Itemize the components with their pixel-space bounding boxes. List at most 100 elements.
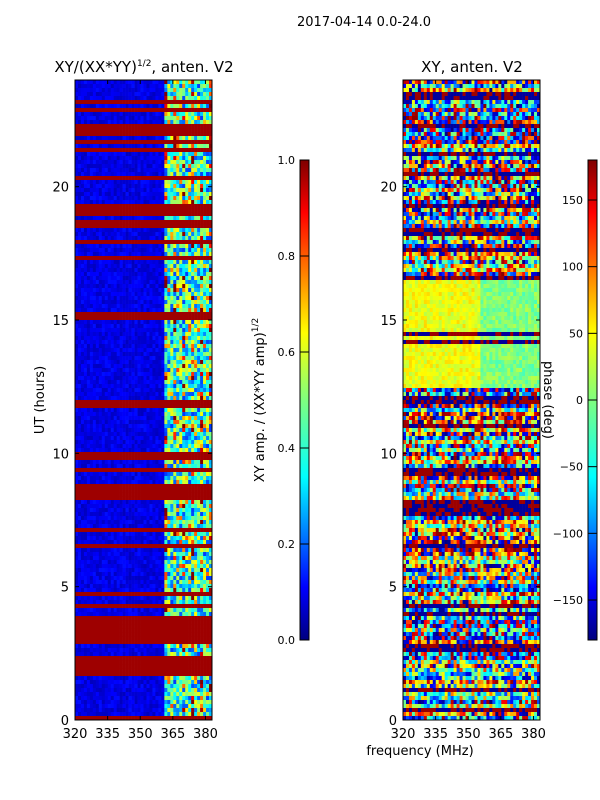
heatmap-cell-amp: [131, 376, 135, 381]
heatmap-cell-amp: [209, 440, 213, 445]
heatmap-cell-amp: [110, 396, 115, 401]
heatmap-cell-amp: [134, 332, 138, 337]
heatmap-cell-amp: [203, 448, 207, 453]
heatmap-cell-amp: [152, 500, 156, 505]
heatmap-cell-amp: [152, 376, 156, 381]
heatmap-cell-amp: [92, 156, 97, 161]
heatmap-cell-amp: [176, 384, 180, 389]
heatmap-cell-amp: [122, 376, 126, 381]
heatmap-cell-amp: [176, 96, 180, 101]
heatmap-cell-amp: [101, 448, 106, 453]
heatmap-cell-amp: [191, 164, 195, 169]
heatmap-cell-amp: [75, 200, 79, 205]
heatmap-cell-amp: [128, 148, 132, 153]
heatmap-cell-amp: [176, 476, 180, 481]
heatmap-cell-amp: [173, 168, 177, 173]
heatmap-cell-amp: [119, 468, 123, 473]
heatmap-cell-amp: [149, 96, 153, 101]
heatmap-cell-amp: [86, 128, 91, 133]
heatmap-cell-amp: [98, 484, 103, 489]
heatmap-cell-amp: [137, 236, 141, 241]
heatmap-cell-amp: [197, 428, 201, 433]
heatmap-cell-amp: [182, 308, 186, 313]
heatmap-cell-amp: [80, 252, 85, 257]
heatmap-cell-amp: [152, 368, 156, 373]
heatmap-cell-amp: [119, 248, 123, 253]
heatmap-cell-amp: [80, 328, 85, 333]
heatmap-cell-amp: [203, 108, 207, 113]
heatmap-cell-amp: [158, 212, 162, 217]
heatmap-cell-amp: [161, 464, 165, 469]
heatmap-cell-amp: [86, 400, 91, 405]
heatmap-cell-amp: [89, 152, 94, 157]
heatmap-cell-amp: [101, 492, 106, 497]
heatmap-cell-amp: [116, 468, 120, 473]
heatmap-cell-amp: [77, 188, 82, 193]
heatmap-cell-amp: [161, 168, 165, 173]
heatmap-cell-amp: [152, 84, 156, 89]
heatmap-cell-amp: [179, 324, 183, 329]
heatmap-cell-amp: [173, 404, 177, 409]
heatmap-cell-amp: [92, 432, 97, 437]
heatmap-cell-amp: [137, 512, 141, 517]
heatmap-cell-amp: [188, 296, 192, 301]
heatmap-cell-amp: [107, 316, 112, 321]
heatmap-cell-amp: [98, 144, 103, 149]
heatmap-cell-amp: [119, 96, 123, 101]
heatmap-cell-amp: [182, 124, 186, 129]
heatmap-cell-amp: [194, 352, 198, 357]
heatmap-cell-amp: [137, 144, 141, 149]
heatmap-cell-amp: [77, 368, 82, 373]
heatmap-cell-amp: [125, 152, 129, 157]
heatmap-cell-amp: [89, 472, 94, 477]
heatmap-cell-amp: [191, 440, 195, 445]
heatmap-cell-amp: [131, 316, 135, 321]
heatmap-cell-amp: [77, 156, 82, 161]
heatmap-cell-amp: [206, 220, 210, 225]
heatmap-cell-amp: [116, 172, 120, 177]
heatmap-cell-amp: [104, 104, 109, 109]
heatmap-cell-amp: [170, 468, 174, 473]
heatmap-cell-amp: [119, 464, 123, 469]
heatmap-cell-amp: [86, 224, 91, 229]
heatmap-cell-amp: [179, 112, 183, 117]
heatmap-cell-amp: [173, 464, 177, 469]
heatmap-cell-amp: [80, 436, 85, 441]
heatmap-cell-amp: [134, 196, 138, 201]
heatmap-cell-amp: [98, 436, 103, 441]
heatmap-cell-amp: [197, 128, 201, 133]
heatmap-cell-amp: [104, 512, 109, 517]
heatmap-cell-amp: [107, 84, 112, 89]
heatmap-cell-amp: [75, 212, 79, 217]
heatmap-cell-amp: [173, 492, 177, 497]
heatmap-cell-amp: [170, 80, 174, 85]
heatmap-cell-amp: [185, 352, 189, 357]
heatmap-cell-amp: [110, 500, 115, 505]
heatmap-cell-amp: [173, 372, 177, 377]
heatmap-cell-amp: [92, 176, 97, 181]
heatmap-cell-amp: [182, 384, 186, 389]
heatmap-cell-amp: [143, 432, 147, 437]
heatmap-cell-amp: [146, 316, 150, 321]
heatmap-cell-amp: [146, 396, 150, 401]
heatmap-cell-amp: [125, 376, 129, 381]
heatmap-cell-amp: [125, 116, 129, 121]
heatmap-cell-amp: [149, 272, 153, 277]
heatmap-cell-amp: [197, 412, 201, 417]
heatmap-cell-amp: [107, 384, 112, 389]
heatmap-cell-amp: [113, 204, 117, 209]
heatmap-cell-amp: [167, 228, 171, 233]
heatmap-cell-amp: [113, 500, 117, 505]
heatmap-cell-amp: [206, 424, 210, 429]
heatmap-cell-amp: [176, 380, 180, 385]
heatmap-cell-amp: [113, 160, 117, 165]
heatmap-cell-amp: [92, 368, 97, 373]
heatmap-cell-amp: [194, 380, 198, 385]
heatmap-cell-amp: [191, 372, 195, 377]
heatmap-cell-amp: [86, 368, 91, 373]
heatmap-cell-amp: [110, 212, 115, 217]
heatmap-cell-amp: [75, 360, 79, 365]
heatmap-cell-amp: [140, 192, 144, 197]
heatmap-cell-amp: [164, 188, 168, 193]
heatmap-cell-amp: [116, 256, 120, 261]
